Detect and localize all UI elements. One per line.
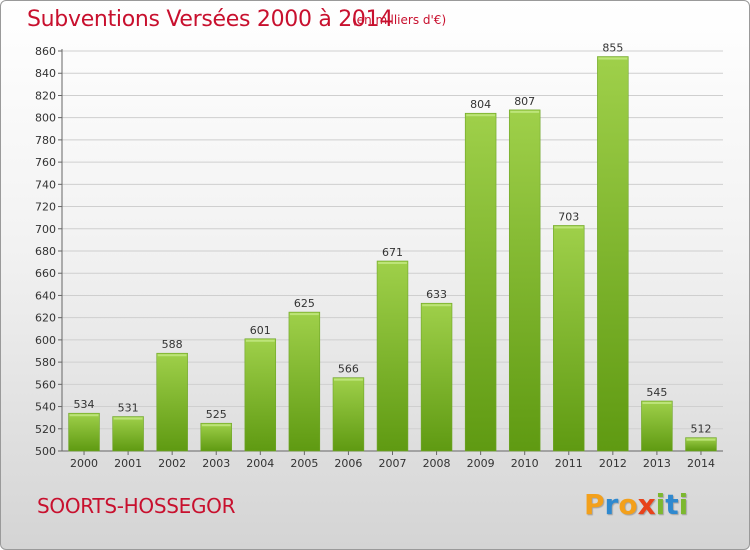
logo-letter: r [604, 488, 619, 521]
x-tick-label: 2006 [334, 457, 362, 470]
y-tick-label: 660 [35, 267, 56, 280]
city-name: SOORTS-HOSSEGOR [37, 494, 236, 518]
y-tick-label: 540 [35, 401, 56, 414]
bar-highlight [201, 424, 231, 427]
bar [156, 352, 188, 452]
x-tick-label: 2014 [687, 457, 715, 470]
data-label: 534 [74, 398, 95, 411]
logo-letter: o [618, 488, 638, 521]
data-label: 601 [250, 324, 271, 337]
bar [112, 416, 144, 452]
logo-letter: t [665, 488, 679, 521]
bar [641, 400, 673, 452]
bar [420, 302, 453, 452]
x-tick-label: 2005 [290, 457, 318, 470]
y-tick-label: 820 [35, 89, 56, 102]
logo-letter: i [678, 488, 689, 521]
y-tick-label: 760 [35, 156, 56, 169]
y-tick-label: 500 [35, 445, 56, 458]
x-tick-label: 2001 [114, 457, 142, 470]
bar-highlight [69, 414, 99, 417]
y-tick-label: 520 [35, 423, 56, 436]
x-tick-label: 2008 [423, 457, 451, 470]
bar [685, 437, 717, 452]
bar [332, 377, 365, 452]
proxiti-logo[interactable]: Proxiti [584, 488, 688, 521]
logo-letter: i [655, 488, 666, 521]
y-tick-label: 580 [35, 356, 56, 369]
bar-highlight [510, 110, 540, 113]
x-tick-label: 2004 [246, 457, 274, 470]
bar [597, 56, 629, 452]
bar [244, 338, 277, 452]
chart-title: Subventions Versées 2000 à 2014 [27, 7, 394, 32]
data-label: 633 [426, 288, 447, 301]
bar [464, 112, 497, 452]
x-tick-label: 2003 [202, 457, 230, 470]
bar-highlight [289, 313, 319, 316]
y-tick-label: 560 [35, 378, 56, 391]
x-tick-label: 2013 [643, 457, 671, 470]
bar-highlight [598, 57, 628, 60]
x-tick-label: 2002 [158, 457, 186, 470]
y-tick-label: 780 [35, 134, 56, 147]
y-tick-label: 740 [35, 178, 56, 191]
y-tick-label: 860 [35, 45, 56, 58]
data-label: 807 [514, 95, 535, 108]
y-tick-label: 640 [35, 289, 56, 302]
x-tick-label: 2012 [599, 457, 627, 470]
bar [68, 412, 100, 452]
x-tick-label: 2010 [511, 457, 539, 470]
bar [376, 260, 409, 452]
bar-highlight [554, 226, 584, 229]
y-tick-label: 800 [35, 112, 56, 125]
bar-highlight [422, 304, 451, 307]
bar-highlight [245, 339, 275, 342]
bar-highlight [157, 354, 187, 357]
y-tick-label: 840 [35, 67, 56, 80]
data-label: 855 [602, 42, 623, 55]
data-label: 625 [294, 297, 315, 310]
x-tick-label: 2000 [70, 457, 98, 470]
data-label: 566 [338, 363, 359, 376]
data-label: 804 [470, 98, 491, 111]
bar-highlight [113, 417, 143, 420]
bar-highlight [686, 438, 716, 441]
bar [553, 225, 585, 452]
bar-highlight [466, 114, 496, 117]
bar [200, 422, 232, 452]
bar-highlight [378, 262, 407, 264]
data-label: 671 [382, 246, 403, 259]
data-label: 531 [118, 402, 139, 415]
y-tick-label: 620 [35, 312, 56, 325]
data-label: 545 [646, 386, 667, 399]
y-tick-label: 700 [35, 223, 56, 236]
x-tick-label: 2009 [467, 457, 495, 470]
y-tick-label: 680 [35, 245, 56, 258]
logo-letter: P [584, 488, 605, 521]
data-label: 512 [690, 423, 711, 436]
bars [68, 56, 717, 452]
data-label: 703 [558, 210, 579, 223]
y-tick-label: 600 [35, 334, 56, 347]
data-label: 588 [162, 338, 183, 351]
bar [288, 311, 321, 452]
data-label: 525 [206, 408, 227, 421]
y-tick-label: 720 [35, 201, 56, 214]
bar [508, 109, 541, 452]
chart-unit-note: (en milliers d'€) [352, 13, 447, 27]
x-tick-label: 2011 [555, 457, 583, 470]
bar-highlight [334, 378, 363, 381]
data-labels: 534 531 588 525 601 625 566 671 633 804 807 703 855 5… [74, 42, 712, 436]
bar-highlight [642, 402, 672, 404]
x-tick-label: 2007 [379, 457, 407, 470]
logo-letter: x [637, 488, 656, 521]
